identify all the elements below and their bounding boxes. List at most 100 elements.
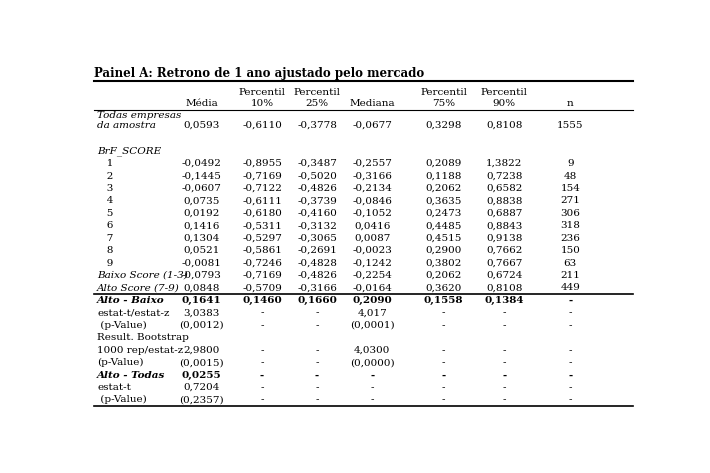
Text: 318: 318 <box>560 221 580 230</box>
Text: -: - <box>503 383 506 392</box>
Text: -: - <box>442 308 445 317</box>
Text: -: - <box>315 308 319 317</box>
Text: Mediana: Mediana <box>349 99 395 108</box>
Text: -0,5311: -0,5311 <box>242 221 282 230</box>
Text: -0,0492: -0,0492 <box>182 159 222 168</box>
Text: 0,8108: 0,8108 <box>486 121 523 130</box>
Text: (0,0015): (0,0015) <box>179 358 224 367</box>
Text: 0,3802: 0,3802 <box>425 259 462 268</box>
Text: -: - <box>502 370 506 379</box>
Text: 0,3620: 0,3620 <box>425 283 462 292</box>
Text: 1555: 1555 <box>557 121 584 130</box>
Text: 0,0593: 0,0593 <box>183 121 219 130</box>
Text: 271: 271 <box>560 196 580 205</box>
Text: 0,0735: 0,0735 <box>183 196 219 205</box>
Text: -0,4826: -0,4826 <box>297 271 337 280</box>
Text: 449: 449 <box>560 283 580 292</box>
Text: -0,0164: -0,0164 <box>352 283 392 292</box>
Text: -: - <box>315 346 319 355</box>
Text: -: - <box>442 370 446 379</box>
Text: da amostra: da amostra <box>97 121 156 130</box>
Text: -0,2557: -0,2557 <box>352 159 392 168</box>
Text: -: - <box>371 395 374 404</box>
Text: 0,0087: 0,0087 <box>354 234 391 243</box>
Text: 0,0192: 0,0192 <box>183 209 219 218</box>
Text: Alto - Baixo: Alto - Baixo <box>97 296 165 305</box>
Text: 0,1304: 0,1304 <box>183 234 219 243</box>
Text: Painel A: Retrono de 1 ano ajustado pelo mercado: Painel A: Retrono de 1 ano ajustado pelo… <box>94 67 425 80</box>
Text: -: - <box>503 346 506 355</box>
Text: -0,8955: -0,8955 <box>242 159 282 168</box>
Text: 48: 48 <box>564 172 577 181</box>
Text: 0,2089: 0,2089 <box>425 159 462 168</box>
Text: 90%: 90% <box>493 99 515 108</box>
Text: -: - <box>370 370 374 379</box>
Text: 0,2900: 0,2900 <box>425 246 462 255</box>
Text: 1: 1 <box>97 159 114 168</box>
Text: 9: 9 <box>97 259 114 268</box>
Text: 0,0521: 0,0521 <box>183 246 219 255</box>
Text: -: - <box>568 370 572 379</box>
Text: 0,7662: 0,7662 <box>486 246 523 255</box>
Text: -: - <box>315 358 319 367</box>
Text: -: - <box>442 358 445 367</box>
Text: 6: 6 <box>97 221 114 230</box>
Text: Percentil: Percentil <box>239 88 285 96</box>
Text: 3,0383: 3,0383 <box>183 308 219 317</box>
Text: -0,6180: -0,6180 <box>242 209 282 218</box>
Text: Alto Score (7-9): Alto Score (7-9) <box>97 283 180 292</box>
Text: -: - <box>442 346 445 355</box>
Text: 3: 3 <box>97 184 114 193</box>
Text: -0,5861: -0,5861 <box>242 246 282 255</box>
Text: 0,1641: 0,1641 <box>182 296 222 305</box>
Text: 0,0848: 0,0848 <box>183 283 219 292</box>
Text: -0,3166: -0,3166 <box>352 172 392 181</box>
Text: -0,4826: -0,4826 <box>297 184 337 193</box>
Text: -0,0023: -0,0023 <box>352 246 392 255</box>
Text: 0,1188: 0,1188 <box>425 172 462 181</box>
Text: -0,7169: -0,7169 <box>242 271 282 280</box>
Text: -0,2691: -0,2691 <box>297 246 337 255</box>
Text: -: - <box>261 395 264 404</box>
Text: -0,4160: -0,4160 <box>297 209 337 218</box>
Text: -0,3487: -0,3487 <box>297 159 337 168</box>
Text: 0,7238: 0,7238 <box>486 172 523 181</box>
Text: -: - <box>261 346 264 355</box>
Text: -: - <box>569 395 572 404</box>
Text: Percentil: Percentil <box>294 88 341 96</box>
Text: 10%: 10% <box>251 99 273 108</box>
Text: 0,8843: 0,8843 <box>486 221 523 230</box>
Text: -: - <box>315 321 319 330</box>
Text: 0,7204: 0,7204 <box>183 383 219 392</box>
Text: Média: Média <box>185 99 218 108</box>
Text: 2,9800: 2,9800 <box>183 346 219 355</box>
Text: -0,0793: -0,0793 <box>182 271 222 280</box>
Text: 4,017: 4,017 <box>357 308 387 317</box>
Text: -: - <box>261 308 264 317</box>
Text: -: - <box>568 296 572 305</box>
Text: -: - <box>503 358 506 367</box>
Text: -0,3065: -0,3065 <box>297 234 337 243</box>
Text: -: - <box>371 383 374 392</box>
Text: estat-t/estat-z: estat-t/estat-z <box>97 308 170 317</box>
Text: Todas empresas: Todas empresas <box>97 111 181 120</box>
Text: 4,0300: 4,0300 <box>354 346 391 355</box>
Text: 4: 4 <box>97 196 114 205</box>
Text: -0,3778: -0,3778 <box>297 121 337 130</box>
Text: 0,1558: 0,1558 <box>424 296 464 305</box>
Text: -0,5297: -0,5297 <box>242 234 282 243</box>
Text: -: - <box>569 383 572 392</box>
Text: 0,2062: 0,2062 <box>425 271 462 280</box>
Text: Alto - Todas: Alto - Todas <box>97 370 165 379</box>
Text: -0,7246: -0,7246 <box>242 259 282 268</box>
Text: 0,6724: 0,6724 <box>486 271 523 280</box>
Text: 154: 154 <box>560 184 580 193</box>
Text: -: - <box>261 321 264 330</box>
Text: Baixo Score (1-3): Baixo Score (1-3) <box>97 271 187 280</box>
Text: 306: 306 <box>560 209 580 218</box>
Text: 9: 9 <box>567 159 574 168</box>
Text: n: n <box>567 99 574 108</box>
Text: BrF_SCORE: BrF_SCORE <box>97 146 161 156</box>
Text: 0,2473: 0,2473 <box>425 209 462 218</box>
Text: 0,1384: 0,1384 <box>484 296 524 305</box>
